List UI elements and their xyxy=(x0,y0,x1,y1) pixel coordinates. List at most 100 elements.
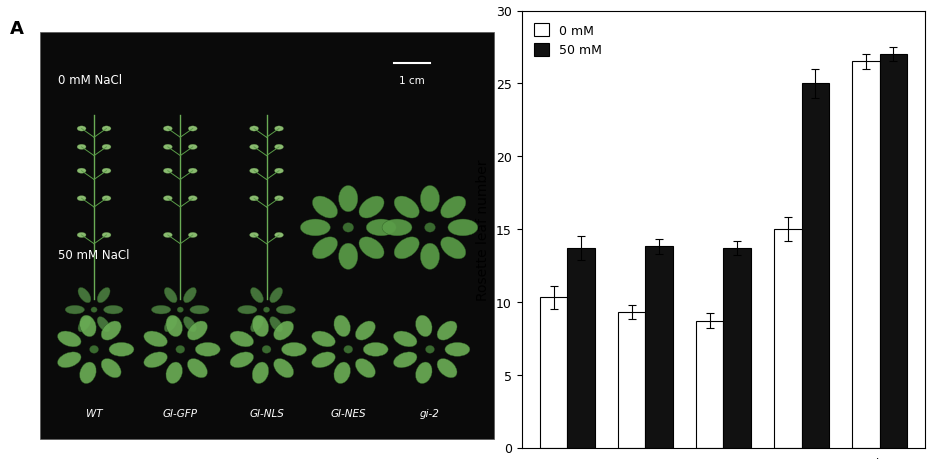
Ellipse shape xyxy=(238,306,257,314)
Ellipse shape xyxy=(416,362,432,384)
Ellipse shape xyxy=(250,288,263,303)
Ellipse shape xyxy=(183,288,196,303)
Ellipse shape xyxy=(249,145,259,150)
Ellipse shape xyxy=(274,233,284,238)
Bar xyxy=(852,62,880,448)
Ellipse shape xyxy=(152,306,171,314)
Legend: 0 mM, 50 mM: 0 mM, 50 mM xyxy=(528,18,608,64)
Bar xyxy=(567,248,594,448)
Ellipse shape xyxy=(101,359,121,378)
Bar xyxy=(618,312,645,448)
Ellipse shape xyxy=(183,317,196,332)
Ellipse shape xyxy=(448,219,478,236)
Ellipse shape xyxy=(274,169,284,174)
Ellipse shape xyxy=(98,288,110,303)
Ellipse shape xyxy=(78,288,91,303)
Ellipse shape xyxy=(78,317,91,332)
Ellipse shape xyxy=(177,307,183,313)
Ellipse shape xyxy=(144,352,167,368)
Ellipse shape xyxy=(344,346,352,353)
Ellipse shape xyxy=(339,186,358,212)
Ellipse shape xyxy=(312,196,338,218)
Ellipse shape xyxy=(425,346,434,353)
Ellipse shape xyxy=(420,186,440,212)
Ellipse shape xyxy=(164,145,172,150)
Ellipse shape xyxy=(263,307,270,313)
Ellipse shape xyxy=(188,321,207,341)
Ellipse shape xyxy=(77,169,86,174)
Ellipse shape xyxy=(249,127,259,132)
Ellipse shape xyxy=(77,127,86,132)
FancyBboxPatch shape xyxy=(40,33,494,439)
Ellipse shape xyxy=(165,317,177,332)
Ellipse shape xyxy=(102,233,111,238)
Ellipse shape xyxy=(102,169,111,174)
Ellipse shape xyxy=(249,169,259,174)
Ellipse shape xyxy=(188,127,197,132)
Ellipse shape xyxy=(144,331,167,347)
Ellipse shape xyxy=(382,219,412,236)
Ellipse shape xyxy=(416,315,432,337)
Text: A: A xyxy=(9,20,23,38)
Ellipse shape xyxy=(441,196,466,218)
Bar xyxy=(802,84,829,448)
Bar xyxy=(540,298,567,448)
Ellipse shape xyxy=(77,233,86,238)
Ellipse shape xyxy=(250,317,263,332)
Ellipse shape xyxy=(393,352,417,368)
Ellipse shape xyxy=(102,145,111,150)
Y-axis label: Rosette leaf number: Rosette leaf number xyxy=(476,159,490,300)
Ellipse shape xyxy=(103,306,123,314)
Ellipse shape xyxy=(80,362,96,384)
Ellipse shape xyxy=(109,342,134,357)
Ellipse shape xyxy=(312,237,338,259)
Ellipse shape xyxy=(273,359,294,378)
Ellipse shape xyxy=(355,321,376,341)
Ellipse shape xyxy=(188,233,197,238)
Text: B: B xyxy=(457,0,471,3)
Ellipse shape xyxy=(334,315,351,337)
Ellipse shape xyxy=(102,196,111,202)
Text: gi-2: gi-2 xyxy=(420,409,440,419)
Ellipse shape xyxy=(300,219,330,236)
Ellipse shape xyxy=(437,359,457,378)
Ellipse shape xyxy=(343,223,353,233)
Bar xyxy=(774,230,802,448)
Text: 0 mM NaCl: 0 mM NaCl xyxy=(58,74,122,87)
Ellipse shape xyxy=(282,342,307,357)
Ellipse shape xyxy=(101,321,121,341)
Ellipse shape xyxy=(270,288,283,303)
Ellipse shape xyxy=(190,306,209,314)
Ellipse shape xyxy=(188,145,197,150)
Ellipse shape xyxy=(312,352,336,368)
Bar xyxy=(880,55,907,448)
Bar xyxy=(645,247,672,448)
Ellipse shape xyxy=(425,223,435,233)
Ellipse shape xyxy=(176,346,185,353)
Ellipse shape xyxy=(312,331,336,347)
Ellipse shape xyxy=(437,321,457,341)
Ellipse shape xyxy=(339,244,358,270)
Ellipse shape xyxy=(274,145,284,150)
Text: GI-NES: GI-NES xyxy=(330,409,366,419)
Ellipse shape xyxy=(89,346,99,353)
Ellipse shape xyxy=(165,288,177,303)
Ellipse shape xyxy=(188,169,197,174)
Ellipse shape xyxy=(359,237,384,259)
Ellipse shape xyxy=(441,237,466,259)
Ellipse shape xyxy=(274,127,284,132)
Ellipse shape xyxy=(166,362,182,384)
Ellipse shape xyxy=(164,233,172,238)
Ellipse shape xyxy=(65,306,85,314)
Ellipse shape xyxy=(420,244,440,270)
Ellipse shape xyxy=(364,342,388,357)
Ellipse shape xyxy=(77,145,86,150)
Ellipse shape xyxy=(164,169,172,174)
Ellipse shape xyxy=(252,315,269,337)
Text: WT: WT xyxy=(86,409,102,419)
Bar xyxy=(696,321,724,448)
Ellipse shape xyxy=(102,127,111,132)
Ellipse shape xyxy=(80,315,96,337)
Ellipse shape xyxy=(270,317,283,332)
Ellipse shape xyxy=(394,237,419,259)
